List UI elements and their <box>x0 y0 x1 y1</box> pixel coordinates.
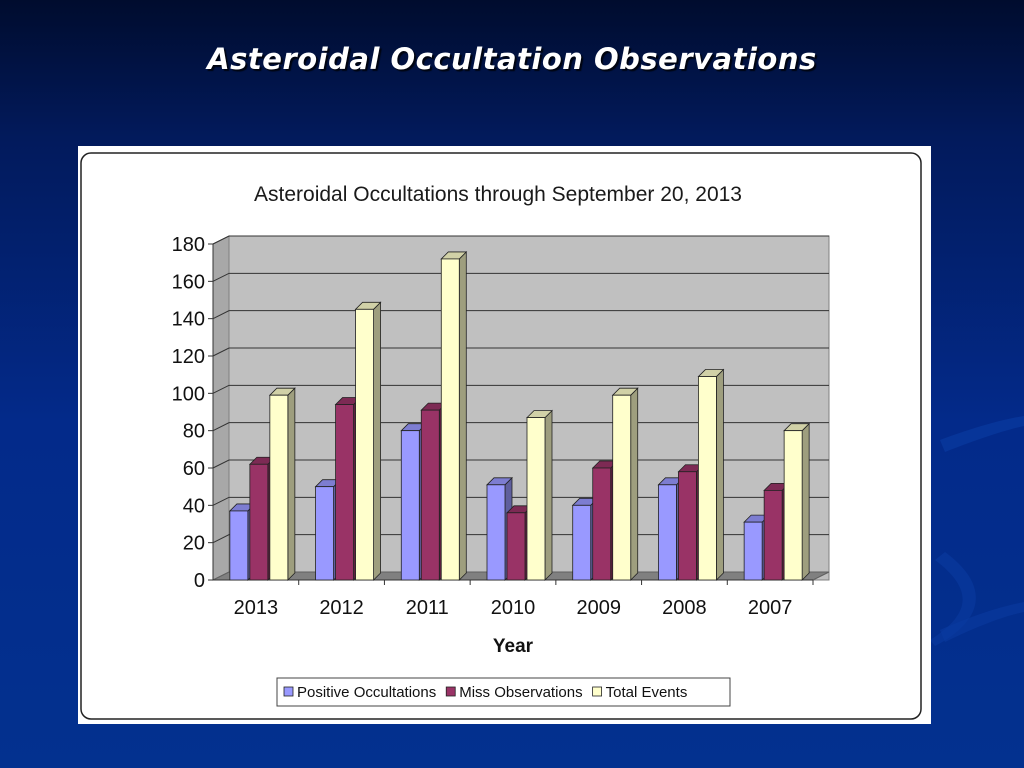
bar-total-events <box>783 422 811 581</box>
slide-title: Asteroidal Occultation Observations <box>207 42 817 76</box>
bar-front <box>335 404 354 581</box>
bar-front <box>400 430 420 581</box>
bar-total-events <box>697 368 725 581</box>
bar-side <box>716 368 724 581</box>
legend-label: Total Events <box>606 684 688 701</box>
legend-label: Miss Observations <box>459 684 582 701</box>
bar-front <box>526 417 546 581</box>
legend-box <box>276 677 731 707</box>
bar-front <box>698 376 717 581</box>
chart-panel: Asteroidal Occultations through Septembe… <box>78 146 931 724</box>
bar-side <box>458 250 467 581</box>
bar-total-events <box>268 387 296 581</box>
gridline <box>212 272 829 282</box>
x-tick-label: 2011 <box>406 597 449 619</box>
bar-front <box>612 394 632 581</box>
bar-front <box>486 484 506 581</box>
y-tick-label: 160 <box>172 271 205 293</box>
bar-side <box>287 387 296 581</box>
bar-front <box>658 484 677 581</box>
bar-total-events <box>526 409 553 581</box>
bar-side <box>630 387 639 581</box>
x-tick-label: 2010 <box>491 597 536 619</box>
legend-swatch <box>445 686 456 697</box>
x-tick-label: 2012 <box>319 597 364 619</box>
bar-side <box>801 422 810 581</box>
bar-front <box>440 258 460 581</box>
y-tick-label: 20 <box>183 533 205 555</box>
x-tick-label: 2009 <box>576 597 621 619</box>
legend-swatch <box>283 686 294 697</box>
x-axis-label: Year <box>493 636 534 657</box>
plot-side-wall <box>212 235 230 581</box>
x-tick-label: 2008 <box>662 597 707 619</box>
plot-area: 0 20 40 60 80 100 120 140 160 180 2013 2012 2011 2010… <box>172 234 830 619</box>
y-tick-label: 100 <box>172 383 205 405</box>
y-tick-label: 60 <box>183 458 205 480</box>
y-tick-label: 0 <box>194 570 205 592</box>
bar-front <box>315 486 334 581</box>
y-tick-label: 180 <box>172 234 205 256</box>
bar-total-events <box>440 250 468 581</box>
y-tick-label: 40 <box>183 495 205 517</box>
x-tick-label: 2013 <box>234 597 279 619</box>
bar-front <box>249 463 269 581</box>
y-tick-label: 80 <box>183 421 205 443</box>
bar-front <box>743 521 763 581</box>
bar-side <box>544 409 553 581</box>
bar-front <box>592 467 612 581</box>
legend-swatch <box>592 686 603 697</box>
bar-front <box>506 512 526 581</box>
gridline <box>212 235 829 245</box>
bar-front <box>355 308 374 581</box>
legend: Positive Occultations Miss Observations To… <box>276 677 731 707</box>
chart-title: Asteroidal Occultations through Septembe… <box>254 183 742 206</box>
y-tick-label: 120 <box>172 346 205 368</box>
x-tick-label: 2007 <box>748 597 793 619</box>
bar-front <box>420 409 440 581</box>
bar-front <box>763 489 783 581</box>
bar-front <box>678 471 697 581</box>
bar-front <box>229 510 249 581</box>
bar-front <box>269 394 289 581</box>
legend-label: Positive Occultations <box>297 684 436 701</box>
gridline <box>212 347 829 357</box>
bar-front <box>572 504 592 581</box>
bar-chart: Asteroidal Occultations through Septembe… <box>80 152 922 720</box>
gridline <box>212 384 829 394</box>
gridline <box>212 310 829 320</box>
bar-side <box>373 301 381 581</box>
y-tick-label: 140 <box>172 309 205 331</box>
bar-front <box>783 430 803 581</box>
bar-total-events <box>354 301 382 581</box>
bar-total-events <box>611 387 639 581</box>
